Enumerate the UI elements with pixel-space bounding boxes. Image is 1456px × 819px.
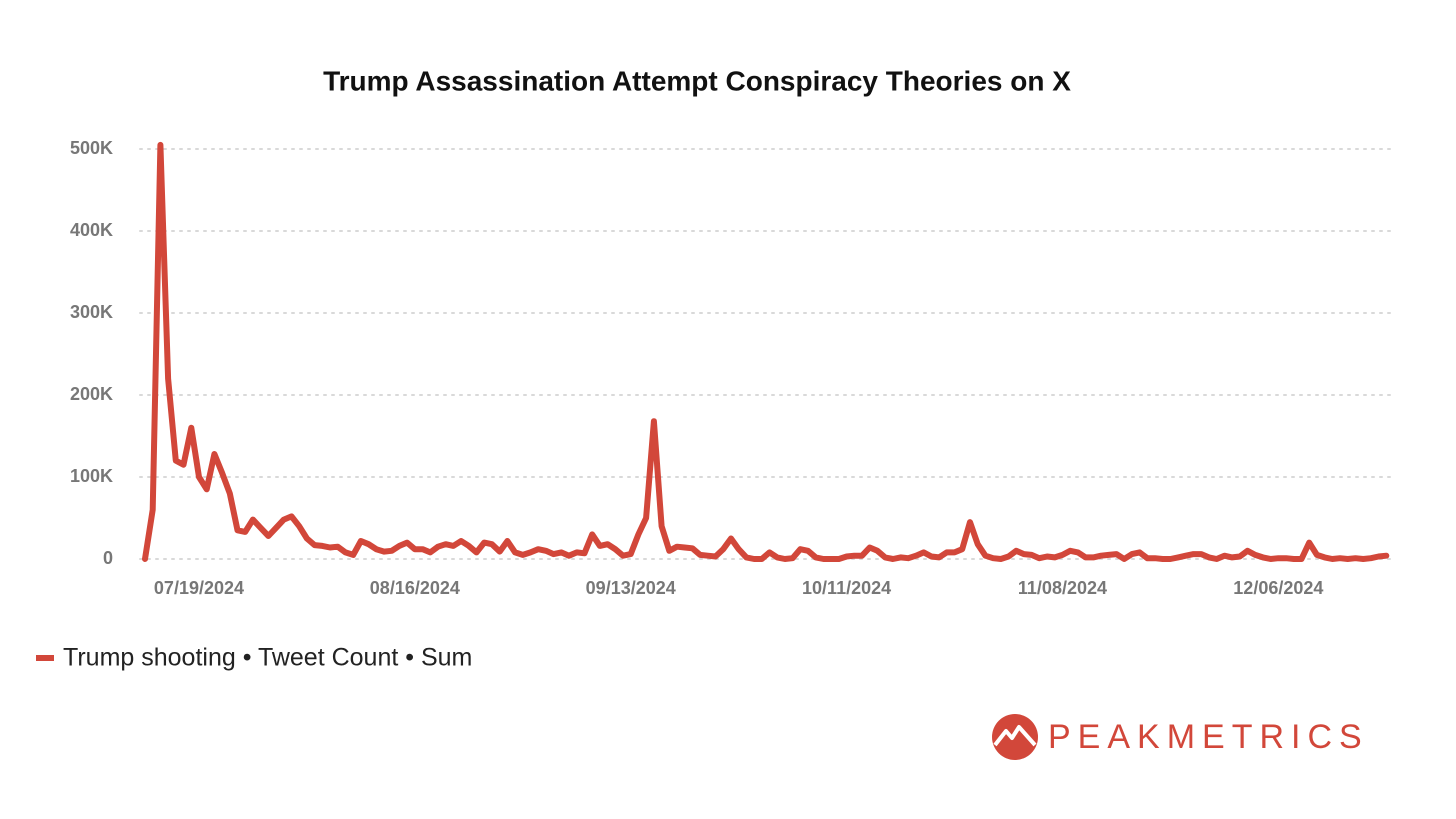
x-tick-label: 11/08/2024 <box>1018 578 1107 598</box>
y-tick-label: 500K <box>70 138 113 158</box>
y-tick-label: 0 <box>103 548 113 568</box>
y-tick-label: 400K <box>70 220 113 240</box>
x-tick-label: 12/06/2024 <box>1233 578 1323 598</box>
brand-name: PEAKMETRICS <box>1048 718 1369 756</box>
logo-mountain <box>993 725 1037 747</box>
legend-label: Trump shooting • Tweet Count • Sum <box>63 644 472 672</box>
y-tick-label: 200K <box>70 384 113 404</box>
x-tick-label: 07/19/2024 <box>154 578 244 598</box>
y-tick-label: 100K <box>70 466 113 486</box>
logo: PEAKMETRICS <box>992 714 1369 760</box>
x-tick-label: 10/11/2024 <box>802 578 891 598</box>
x-tick-label: 08/16/2024 <box>370 578 460 598</box>
x-tick-label: 09/13/2024 <box>586 578 676 598</box>
chart-title: Trump Assassination Attempt Conspiracy T… <box>323 65 1071 96</box>
data-line <box>142 141 1390 562</box>
y-tick-label: 300K <box>70 302 113 322</box>
legend-swatch <box>36 655 54 661</box>
